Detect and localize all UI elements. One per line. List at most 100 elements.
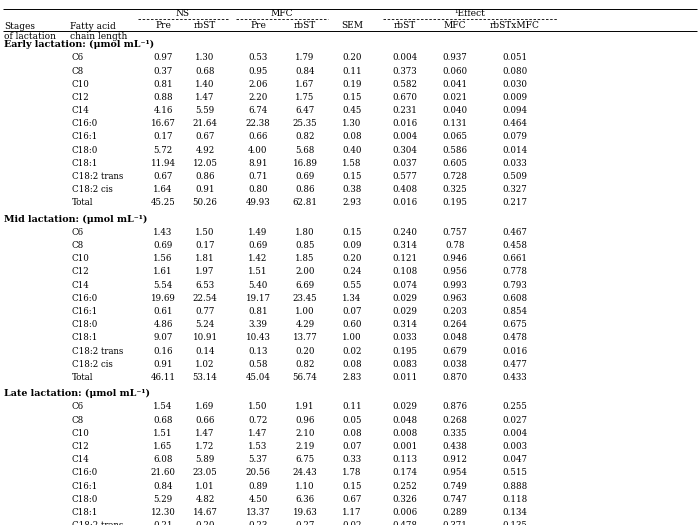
Text: 4.86: 4.86 <box>153 320 173 329</box>
Text: 0.55: 0.55 <box>342 281 362 290</box>
Text: 2.19: 2.19 <box>295 442 315 451</box>
Text: 12.05: 12.05 <box>193 159 218 168</box>
Text: 22.54: 22.54 <box>193 294 218 303</box>
Text: 0.131: 0.131 <box>442 119 468 128</box>
Text: 0.255: 0.255 <box>503 403 527 412</box>
Text: 0.956: 0.956 <box>442 268 468 277</box>
Text: 1.72: 1.72 <box>195 442 215 451</box>
Text: 0.509: 0.509 <box>503 172 528 181</box>
Text: 50.26: 50.26 <box>193 198 218 207</box>
Text: 1.64: 1.64 <box>153 185 173 194</box>
Text: 0.993: 0.993 <box>442 281 468 290</box>
Text: 0.53: 0.53 <box>248 54 267 62</box>
Text: 0.58: 0.58 <box>248 360 267 369</box>
Text: 9.07: 9.07 <box>153 333 173 342</box>
Text: 0.121: 0.121 <box>393 254 418 264</box>
Text: 6.47: 6.47 <box>295 106 314 115</box>
Text: 1.00: 1.00 <box>342 333 362 342</box>
Text: 0.016: 0.016 <box>503 346 528 356</box>
Text: C6: C6 <box>72 228 84 237</box>
Text: 6.69: 6.69 <box>295 281 314 290</box>
Text: 2.10: 2.10 <box>295 429 315 438</box>
Text: 0.217: 0.217 <box>503 198 528 207</box>
Text: 0.888: 0.888 <box>503 482 528 491</box>
Text: C10: C10 <box>72 254 90 264</box>
Text: 0.478: 0.478 <box>393 521 417 525</box>
Text: 0.66: 0.66 <box>195 416 215 425</box>
Text: 6.36: 6.36 <box>295 495 314 504</box>
Text: 22.38: 22.38 <box>246 119 270 128</box>
Text: 0.325: 0.325 <box>442 185 468 194</box>
Text: 0.68: 0.68 <box>195 67 215 76</box>
Text: 0.747: 0.747 <box>442 495 468 504</box>
Text: SEM: SEM <box>341 20 363 29</box>
Text: 0.69: 0.69 <box>295 172 315 181</box>
Text: 0.728: 0.728 <box>442 172 468 181</box>
Text: 0.17: 0.17 <box>153 132 173 142</box>
Text: 4.16: 4.16 <box>153 106 173 115</box>
Text: 23.05: 23.05 <box>193 468 218 478</box>
Text: 16.89: 16.89 <box>293 159 318 168</box>
Text: 45.04: 45.04 <box>246 373 270 382</box>
Text: 49.93: 49.93 <box>246 198 270 207</box>
Text: 21.60: 21.60 <box>150 468 176 478</box>
Text: 1.58: 1.58 <box>342 159 362 168</box>
Text: 0.20: 0.20 <box>342 254 362 264</box>
Text: ¹Effect: ¹Effect <box>454 9 485 18</box>
Text: 0.67: 0.67 <box>195 132 215 142</box>
Text: 1.69: 1.69 <box>195 403 215 412</box>
Text: 6.53: 6.53 <box>195 281 215 290</box>
Text: 0.008: 0.008 <box>393 429 418 438</box>
Text: rbST: rbST <box>194 20 216 29</box>
Text: 8.91: 8.91 <box>248 159 267 168</box>
Text: C8: C8 <box>72 67 84 76</box>
Text: 13.77: 13.77 <box>293 333 317 342</box>
Text: 19.63: 19.63 <box>293 508 317 517</box>
Text: 1.34: 1.34 <box>342 294 362 303</box>
Text: NS: NS <box>176 9 190 18</box>
Text: 1.51: 1.51 <box>248 268 267 277</box>
Text: 0.264: 0.264 <box>442 320 468 329</box>
Text: 0.749: 0.749 <box>442 482 468 491</box>
Text: 0.252: 0.252 <box>393 482 417 491</box>
Text: 2.00: 2.00 <box>295 268 315 277</box>
Text: C18:1: C18:1 <box>72 159 99 168</box>
Text: 0.048: 0.048 <box>442 333 468 342</box>
Text: C18:1: C18:1 <box>72 508 99 517</box>
Text: 0.029: 0.029 <box>393 307 417 316</box>
Text: 0.33: 0.33 <box>342 455 362 464</box>
Text: 0.586: 0.586 <box>442 146 468 155</box>
Text: 0.78: 0.78 <box>445 241 465 250</box>
Text: 53.14: 53.14 <box>193 373 218 382</box>
Text: 0.778: 0.778 <box>503 268 528 277</box>
Text: 0.84: 0.84 <box>295 67 315 76</box>
Text: Fatty acid
chain length: Fatty acid chain length <box>70 22 127 41</box>
Text: 0.458: 0.458 <box>503 241 528 250</box>
Text: 0.02: 0.02 <box>342 521 362 525</box>
Text: C16:0: C16:0 <box>72 294 98 303</box>
Text: 0.314: 0.314 <box>393 241 417 250</box>
Text: 0.07: 0.07 <box>342 442 362 451</box>
Text: C6: C6 <box>72 54 84 62</box>
Text: 1.43: 1.43 <box>153 228 173 237</box>
Text: 1.49: 1.49 <box>248 228 267 237</box>
Text: 6.74: 6.74 <box>248 106 267 115</box>
Text: 6.75: 6.75 <box>295 455 314 464</box>
Text: MFC: MFC <box>444 20 466 29</box>
Text: C14: C14 <box>72 455 90 464</box>
Text: C8: C8 <box>72 416 84 425</box>
Text: 0.13: 0.13 <box>248 346 267 356</box>
Text: 0.21: 0.21 <box>153 521 173 525</box>
Text: 0.038: 0.038 <box>442 360 468 369</box>
Text: 0.85: 0.85 <box>295 241 315 250</box>
Text: 0.71: 0.71 <box>248 172 267 181</box>
Text: 0.69: 0.69 <box>248 241 267 250</box>
Text: 0.88: 0.88 <box>153 93 173 102</box>
Text: 0.69: 0.69 <box>153 241 173 250</box>
Text: 2.06: 2.06 <box>248 80 267 89</box>
Text: 46.11: 46.11 <box>150 373 176 382</box>
Text: 10.43: 10.43 <box>246 333 270 342</box>
Text: 0.679: 0.679 <box>442 346 468 356</box>
Text: 0.16: 0.16 <box>153 346 173 356</box>
Text: 16.67: 16.67 <box>150 119 176 128</box>
